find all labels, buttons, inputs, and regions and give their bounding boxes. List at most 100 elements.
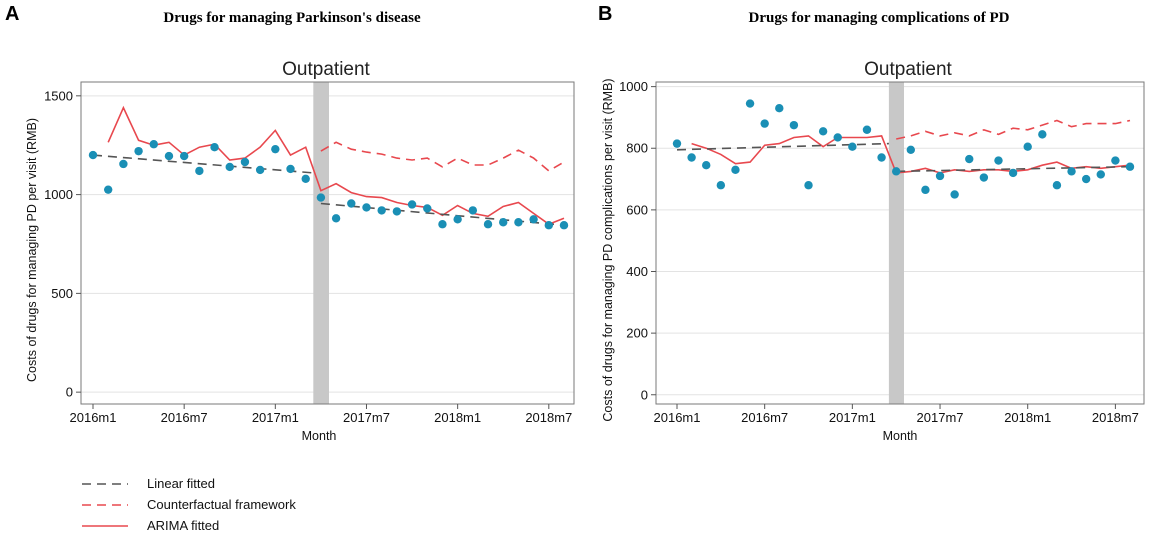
panel-a-observed-point: [271, 144, 280, 154]
panel-a-observed-point: [134, 146, 143, 156]
panel-b-title: Drugs for managing complications of PD: [749, 10, 1010, 26]
panel-b-observed-point: [950, 190, 959, 199]
panel-b-observed-point: [775, 103, 784, 113]
panel-a-observed-point: [149, 140, 158, 149]
panel-a-y-axis-title: Costs of drugs for managing PD per visit…: [25, 118, 39, 382]
panel-a-y-tick-label: 0: [66, 385, 73, 400]
panel-b-observed-point: [979, 173, 989, 182]
panel-b-observed-point: [804, 181, 813, 190]
panel-a-observed-point: [88, 150, 98, 160]
panel-a-intervention-band: [313, 82, 329, 404]
legend: Linear fitted Counterfactual framework A…: [82, 476, 296, 533]
panel-b-observed-point: [1096, 170, 1105, 179]
panel-a-y-tick-label: 500: [51, 286, 73, 301]
panel-b-observed-point: [1052, 181, 1062, 190]
panel-a-y-tick-label: 1000: [44, 187, 73, 202]
panel-a-observed-point: [392, 207, 402, 216]
panel-b-plot: 0 200 400 600 800 1000 2016m1 2016m7 2017m1 2017m…: [619, 79, 1145, 425]
panel-b-observed-point: [1081, 174, 1091, 184]
panel-b-y-tick-label: 800: [626, 141, 648, 156]
panel-a-x-tick-label: 2017m1: [252, 410, 299, 425]
panel-b-observed-point: [760, 119, 769, 128]
panel-b-observed-point: [731, 165, 740, 175]
panel-b-linear-post-line: [896, 165, 1131, 173]
legend-label-counterfactual: Counterfactual framework: [147, 497, 296, 512]
panel-b-observed-point: [891, 167, 901, 176]
panel-a-counterfactual-line: [320, 141, 565, 172]
panel-a-plot: 0 500 1000 1500 2016m1 2016m7 2017m1 2017m7 2018…: [44, 81, 575, 425]
panel-a-observed-point: [362, 203, 371, 212]
panel-a-observed-point: [119, 159, 128, 169]
panel-b-observed-point: [921, 185, 930, 195]
panel-a-observed-point: [529, 215, 538, 224]
panel-a-observed-point: [240, 157, 250, 167]
panel-a-linear-post-line: [320, 202, 565, 226]
panel-b-observed-point: [965, 154, 974, 164]
panel-b-observed-point: [906, 145, 916, 154]
panel-b-y-tick-label: 0: [641, 387, 648, 402]
panel-b-observed-point: [818, 127, 828, 136]
panel-a-subtitle: Outpatient: [282, 59, 370, 80]
panel-a-observed-point: [195, 166, 204, 176]
panel-a-x-tick-label: 2018m1: [434, 410, 481, 425]
panel-a-x-tick-label: 2016m1: [70, 410, 117, 425]
panel-a-observed-point: [179, 151, 189, 161]
panel-b-counterfactual-line: [896, 119, 1131, 140]
panel-a-observed-point: [377, 206, 386, 215]
panel-b-observed-point: [716, 181, 726, 190]
panel-b-arima-line: [691, 135, 1131, 174]
panel-b-observed-point: [745, 99, 755, 108]
panel-b-x-tick-label: 2018m7: [1092, 410, 1139, 425]
panel-a-observed-point: [225, 162, 234, 172]
panel-b-y-tick-label: 200: [626, 326, 648, 341]
panel-b-observed-point: [877, 153, 886, 162]
panel-a-observed-point: [423, 204, 432, 213]
panel-b-y-tick-label: 1000: [619, 79, 648, 94]
panel-b-observed-point: [848, 142, 857, 151]
panel-b-x-axis-title: Month: [883, 429, 918, 443]
legend-label-arima: ARIMA fitted: [147, 518, 219, 533]
panel-b-observed-point: [1111, 156, 1120, 165]
panel-b-observed-point: [833, 133, 842, 142]
panel-b-y-tick-label: 600: [626, 202, 648, 217]
panel-a-observed-point: [255, 165, 265, 175]
panel-a-observed-point: [499, 218, 508, 227]
panel-b-letter: B: [598, 3, 612, 25]
panel-b-plot-frame: [655, 81, 1145, 405]
panel-b-observed-point: [1038, 130, 1047, 139]
panel-b-subtitle: Outpatient: [864, 59, 952, 80]
panel-a-x-axis-title: Month: [302, 429, 337, 443]
panel-a-observed-point: [316, 193, 326, 202]
panel-a-observed-point: [103, 185, 113, 194]
panel-a-observed-point: [286, 164, 295, 174]
panel-a-letter: A: [5, 3, 19, 25]
panel-b-observed-point: [687, 153, 696, 162]
panel-b-observed-point: [862, 125, 872, 134]
panel-b-observed-point: [1023, 142, 1032, 151]
panel-a-observed-point: [438, 220, 447, 229]
panel-b-linear-pre-line: [676, 142, 889, 151]
legend-item-arima: ARIMA fitted: [82, 518, 219, 533]
panel-a-observed-point: [347, 199, 356, 208]
panel-b-observed-point: [994, 156, 1003, 165]
legend-item-linear: Linear fitted: [82, 476, 215, 491]
panel-b: B Drugs for managing complications of PD…: [598, 3, 1145, 443]
panel-b-observed-point: [1125, 162, 1135, 171]
panel-a-x-tick-label: 2018m7: [525, 410, 572, 425]
panel-a-linear-pre-line: [92, 154, 314, 174]
panel-b-x-tick-label: 2017m7: [917, 410, 964, 425]
legend-item-counterfactual: Counterfactual framework: [82, 497, 296, 512]
panel-a-observed-point: [483, 220, 493, 229]
panel-b-x-tick-label: 2016m7: [741, 410, 788, 425]
panel-b-observed-point: [1067, 167, 1076, 176]
panel-a-observed-point: [544, 221, 554, 230]
panel-a-observed-point: [468, 206, 478, 215]
panel-b-y-tick-label: 400: [626, 264, 648, 279]
panel-b-observed-point: [789, 120, 799, 130]
panel-a-y-tick-label: 1500: [44, 88, 73, 103]
panel-a-observed-point: [407, 200, 417, 209]
panel-b-observed-point: [702, 160, 711, 170]
legend-label-linear: Linear fitted: [147, 476, 215, 491]
panel-a: A Drugs for managing Parkinson's disease…: [5, 3, 575, 443]
